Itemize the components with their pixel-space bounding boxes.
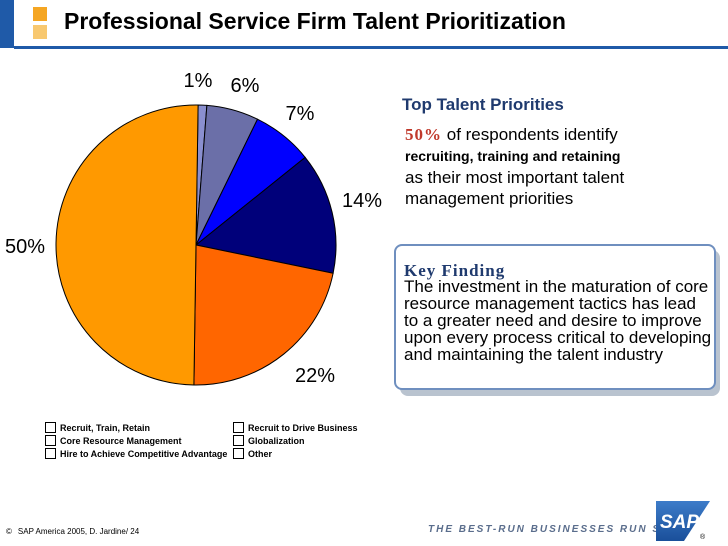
legend-label: Other (248, 448, 273, 459)
copyright-symbol: © (6, 527, 12, 536)
legend-label: Core Resource Management (60, 435, 182, 446)
footer-copyright: © SAP America 2005, D. Jardine/ 24 (6, 527, 139, 536)
priority-percent: 50% (405, 125, 442, 144)
legend-left: Recruit, Train, Retain Core Resource Man… (45, 421, 227, 460)
header-square-icon (33, 7, 47, 21)
pie-slice-label: 50% (5, 236, 45, 258)
legend-label: Recruit, Train, Retain (60, 422, 151, 433)
legend-swatch (45, 422, 56, 433)
pie-slice (55, 104, 199, 386)
pie-slice (193, 244, 334, 386)
top-priorities-body: 50% of respondents identify recruiting, … (405, 124, 705, 209)
footer-tagline: THE BEST-RUN BUSINESSES RUN SAP (428, 524, 679, 535)
header-rule (14, 46, 728, 49)
logo-text: SAP (660, 512, 699, 533)
copyright-text: SAP America 2005, D. Jardine/ 24 (17, 527, 140, 536)
pie-slice-label: 1% (184, 70, 213, 92)
legend-label: Globalization (248, 435, 305, 446)
priority-bold-phrase: recruiting, training and retaining (405, 148, 621, 164)
legend-item: Globalization (233, 434, 358, 447)
page-title: Professional Service Firm Talent Priorit… (64, 8, 566, 34)
sap-logo-icon: SAP ® (656, 501, 710, 541)
header-accent-bar (0, 0, 14, 48)
key-finding-box: Key Finding The investment in the matura… (394, 244, 716, 390)
header-square-icon-light (33, 25, 47, 39)
legend-item: Core Resource Management (45, 434, 227, 447)
legend-swatch (233, 422, 244, 433)
legend-item: Other (233, 447, 358, 460)
priority-text-1: of respondents identify (446, 125, 618, 144)
header-bar (0, 0, 728, 48)
priority-text-2: as their most important talent managemen… (405, 168, 625, 208)
legend-swatch (45, 448, 56, 459)
legend-item: Hire to Achieve Competitive Advantage (45, 447, 227, 460)
legend-swatch (45, 435, 56, 446)
legend-right: Recruit to Drive Business Globalization … (233, 421, 358, 460)
legend-label: Hire to Achieve Competitive Advantage (60, 448, 228, 459)
legend-swatch (233, 448, 244, 459)
pie-chart: 1% 6% 7% 14% 22% 50% (5, 70, 382, 387)
key-finding-body: The investment in the maturation of core… (404, 277, 712, 364)
top-priorities-title: Top Talent Priorities (402, 95, 564, 114)
key-finding-title: Key Finding (404, 261, 506, 280)
svg-text:®: ® (700, 533, 706, 541)
legend-label: Recruit to Drive Business (248, 422, 358, 433)
legend-item: Recruit, Train, Retain (45, 421, 227, 434)
pie-slice-label: 14% (342, 190, 382, 212)
pie-slice-label: 7% (286, 103, 315, 125)
legend-swatch (233, 435, 244, 446)
legend-item: Recruit to Drive Business (233, 421, 358, 434)
pie-slice (194, 156, 337, 274)
pie-slice-label: 22% (295, 365, 335, 387)
pie-slice-label: 6% (231, 75, 260, 97)
